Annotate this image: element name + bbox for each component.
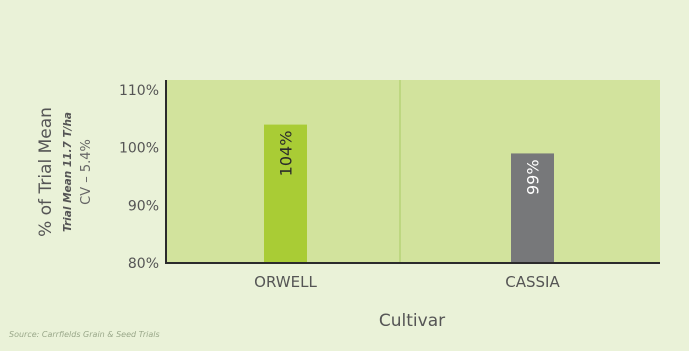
y-tick-label: 80% [128,256,159,272]
x-category-label: ORWELL [254,273,317,291]
y-tick-label: 110% [119,83,159,99]
bar-cassia [511,153,554,263]
y-axis-subtitle-mean: Trial Mean 11.7 T/ha [62,112,74,232]
bar-orwell [264,124,307,263]
y-tick-label: 90% [128,198,159,214]
y-axis-subtitle-cv: CV – 5.4% [79,139,94,205]
data-label-orwell: 104% [277,131,296,177]
data-label-cassia: 99% [524,159,543,195]
plot-area [166,80,660,263]
x-category-label: CASSIA [505,273,560,291]
x-axis-title: Cultivar [379,311,445,331]
source-note: Source: Carrfields Grain & Seed Trials [9,330,160,339]
y-axis-title: % of Trial Mean [36,107,56,237]
y-tick-label: 100% [119,141,159,157]
